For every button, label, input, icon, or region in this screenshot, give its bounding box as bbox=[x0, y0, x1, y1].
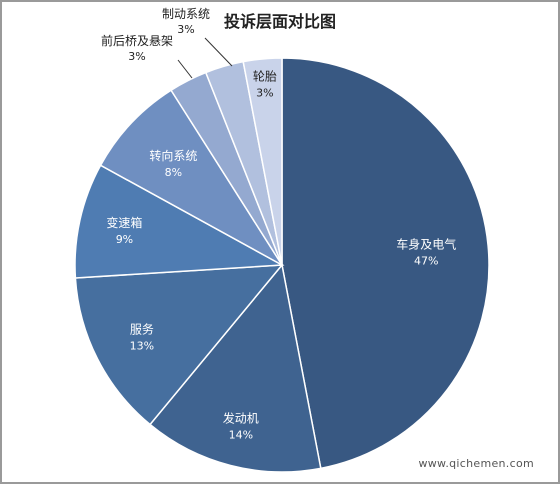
pie-slice-4 bbox=[99, 89, 283, 266]
slice-pct-5: 3% bbox=[128, 50, 145, 63]
slice-pct-6: 3% bbox=[177, 23, 194, 36]
pie-slice-2 bbox=[74, 264, 284, 426]
slice-pct-1: 14% bbox=[229, 428, 253, 441]
leader-line-5 bbox=[177, 59, 193, 79]
slice-pct-4: 8% bbox=[165, 166, 182, 179]
slice-pct-3: 9% bbox=[116, 233, 133, 246]
slice-label-5: 前后桥及悬架 bbox=[101, 33, 173, 48]
slice-label-3: 变速箱 bbox=[106, 215, 142, 230]
slice-label-0: 车身及电气 bbox=[396, 236, 456, 251]
pie-slice-3 bbox=[74, 164, 285, 279]
chart-title: 投诉层面对比图 bbox=[223, 12, 336, 31]
pie-slice-1 bbox=[148, 263, 322, 473]
slice-label-4: 转向系统 bbox=[149, 148, 197, 163]
slice-pct-7: 3% bbox=[256, 87, 273, 100]
slice-pct-2: 13% bbox=[130, 339, 154, 352]
slice-label-6: 制动系统 bbox=[162, 7, 210, 21]
leader-line-6 bbox=[204, 37, 233, 67]
slice-label-2: 服务 bbox=[130, 321, 154, 336]
watermark: www.qichemen.com bbox=[418, 457, 534, 470]
slice-pct-0: 47% bbox=[414, 254, 438, 267]
slice-label-1: 发动机 bbox=[223, 410, 259, 425]
slice-label-7: 轮胎 bbox=[253, 70, 277, 84]
pie-slice-7 bbox=[242, 57, 283, 266]
pie-slice-0 bbox=[281, 57, 490, 470]
